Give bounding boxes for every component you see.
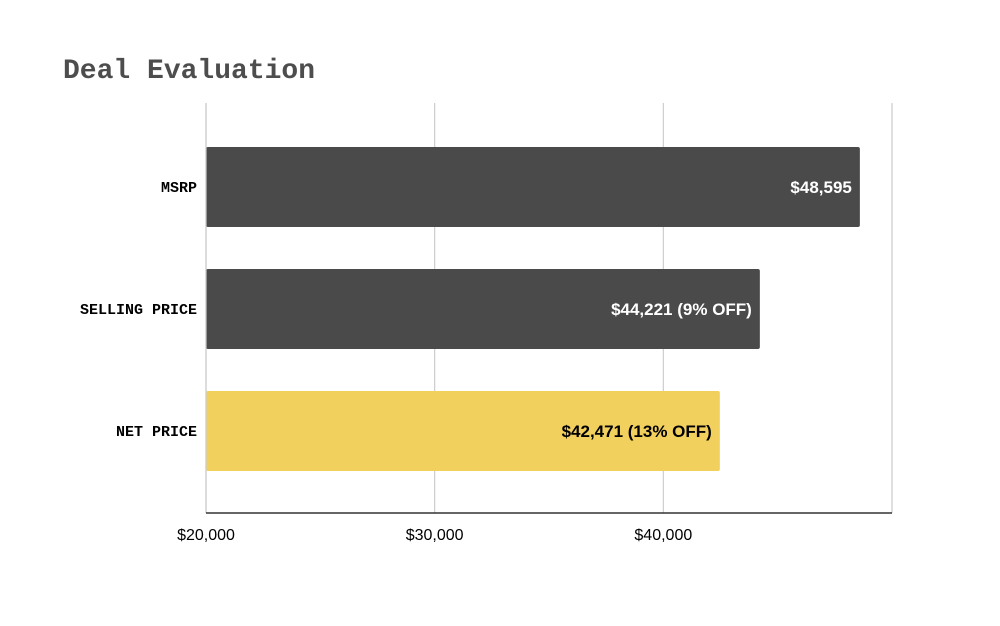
- bar-selling-price: [206, 269, 760, 349]
- category-label: MSRP: [161, 180, 197, 197]
- category-label: SELLING PRICE: [80, 302, 197, 319]
- x-tick-label: $20,000: [177, 527, 235, 544]
- chart-title: Deal Evaluation: [63, 56, 315, 87]
- bar-net-price: [206, 391, 720, 471]
- data-label: $48,595: [790, 178, 851, 197]
- bars: [206, 147, 860, 471]
- x-tick-label: $40,000: [634, 527, 692, 544]
- bar-msrp: [206, 147, 860, 227]
- data-label: $44,221 (9% OFF): [611, 300, 752, 319]
- labels: $48,595 MSRP $44,221 (9% OFF) SELLING PRICE…: [80, 178, 852, 544]
- axes: [205, 103, 892, 514]
- x-tick-label: $30,000: [406, 527, 464, 544]
- data-label: $42,471 (13% OFF): [562, 422, 712, 441]
- category-label: NET PRICE: [116, 424, 197, 441]
